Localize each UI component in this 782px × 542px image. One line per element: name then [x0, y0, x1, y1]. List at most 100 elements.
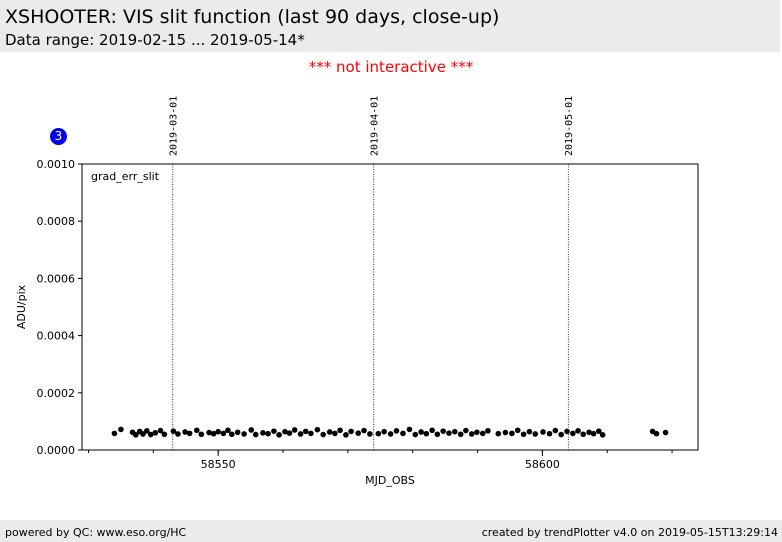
data-point [161, 431, 168, 438]
x-axis-label: MJD_OBS [365, 474, 415, 487]
data-point [337, 427, 343, 434]
data-point [147, 431, 154, 438]
data-point [157, 427, 164, 434]
plot-frame [81, 163, 699, 451]
data-point [520, 431, 527, 438]
data-point [375, 430, 382, 437]
data-point [276, 432, 282, 438]
data-point [140, 431, 146, 437]
data-point [198, 431, 205, 438]
data-point [367, 431, 373, 437]
data-point [381, 428, 387, 435]
page-title: XSHOOTER: VIS slit function (last 90 day… [5, 6, 500, 28]
plot-number-badge: 3 [50, 128, 67, 145]
data-point [387, 431, 394, 437]
data-point [495, 430, 502, 437]
date-marker-label: 2019-03-01 [168, 96, 179, 156]
data-point [590, 430, 597, 437]
footer-credit: powered by QC: www.eso.org/HC [5, 526, 187, 539]
x-tick-label: 58600 [525, 458, 560, 471]
footer-bar: powered by QC: www.eso.org/HC created by… [0, 520, 782, 542]
data-point [429, 427, 435, 434]
x-tick-label: 58550 [201, 458, 236, 471]
y-axis-label: ADU/pix [15, 284, 28, 329]
data-point [502, 429, 509, 436]
data-point [320, 431, 327, 438]
data-point [509, 430, 515, 437]
data-point [314, 426, 321, 433]
data-point [252, 431, 259, 438]
y-tick-label: 0.0004 [37, 330, 76, 343]
y-tick-label: 0.0002 [37, 387, 76, 400]
data-range-subtitle: Data range: 2019-02-15 ... 2019-05-14* [5, 31, 305, 49]
data-point [662, 429, 669, 436]
data-point [215, 428, 221, 435]
data-point [575, 428, 581, 434]
data-point [248, 427, 255, 433]
data-point [133, 432, 139, 438]
data-point [206, 429, 212, 436]
data-point [552, 427, 559, 434]
data-point [282, 428, 288, 435]
data-point [586, 429, 592, 436]
data-point [355, 430, 362, 436]
data-point [485, 428, 491, 434]
data-point [144, 428, 150, 434]
not-interactive-notice: *** not interactive *** [308, 58, 474, 76]
data-point [474, 429, 480, 436]
data-point [241, 431, 247, 437]
data-point [540, 429, 546, 435]
data-point [234, 429, 241, 436]
data-point [228, 431, 235, 438]
data-point [468, 431, 475, 437]
data-point [332, 430, 338, 437]
data-point [297, 431, 304, 437]
data-point [348, 428, 354, 435]
data-point [152, 430, 159, 436]
data-point [546, 430, 553, 437]
data-point [423, 430, 430, 437]
data-point [452, 428, 458, 435]
data-point [182, 429, 188, 435]
data-point [225, 427, 231, 434]
data-point [118, 426, 124, 433]
data-point [111, 430, 118, 437]
chart-annotation: grad_err_slit [91, 170, 160, 183]
data-point [463, 427, 469, 434]
data-point [193, 427, 200, 434]
data-point [400, 430, 406, 437]
data-point [580, 431, 587, 438]
data-point [479, 430, 486, 437]
data-point [412, 431, 419, 438]
data-point [440, 428, 446, 434]
data-point [361, 427, 367, 434]
data-point [271, 428, 277, 434]
data-point [220, 430, 227, 437]
data-point [302, 428, 309, 435]
data-point [446, 430, 452, 436]
data-point [186, 430, 193, 437]
y-tick-label: 0.0000 [37, 444, 76, 457]
date-marker-label: 2019-04-01 [369, 96, 380, 156]
data-point [558, 431, 564, 438]
data-point [326, 429, 333, 435]
date-marker-label: 2019-05-01 [564, 96, 575, 156]
header-bar: XSHOOTER: VIS slit function (last 90 day… [0, 0, 780, 52]
data-point [570, 430, 576, 437]
data-point [532, 431, 539, 437]
data-point [599, 432, 606, 438]
data-point [564, 428, 570, 435]
data-point [393, 428, 400, 434]
data-point [418, 429, 424, 435]
data-point [457, 431, 464, 438]
data-point [265, 430, 271, 437]
data-point [653, 430, 660, 437]
data-point [291, 427, 298, 433]
data-point [406, 426, 413, 433]
data-point [434, 431, 441, 438]
y-tick-label: 0.0006 [37, 272, 76, 285]
data-point [260, 430, 266, 436]
y-tick-label: 0.0010 [37, 158, 76, 171]
data-point [343, 432, 349, 438]
